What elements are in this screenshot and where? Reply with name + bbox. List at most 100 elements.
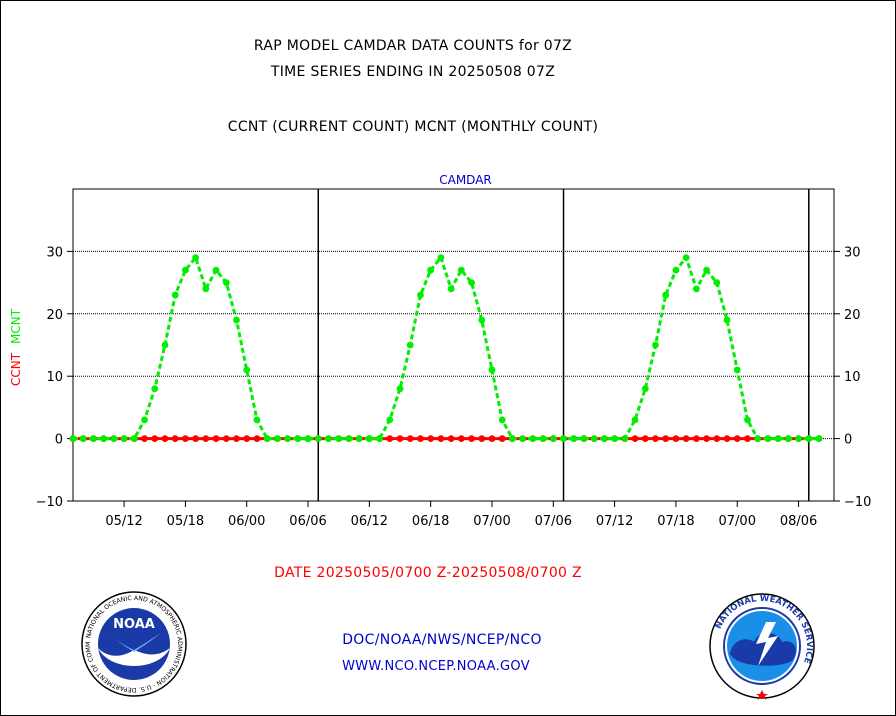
point-mcnt [171,291,179,299]
point-mcnt [815,435,823,442]
point-mcnt [713,279,721,286]
point-ccnt [682,435,690,442]
date-range-label: DATE 20250505/0700 Z-20250508/0700 Z [274,565,582,581]
point-mcnt [672,266,680,274]
y-tick-label-right: 10 [844,370,861,385]
x-tick-label: 06/18 [412,514,449,529]
point-mcnt [427,266,435,274]
point-mcnt [273,435,281,442]
plot-frame [72,188,835,502]
point-ccnt [733,435,741,442]
point-mcnt [437,254,445,262]
nws-logo: NATIONAL WEATHER SERVICE [709,593,815,700]
point-mcnt [498,416,506,424]
point-ccnt [212,435,220,442]
point-mcnt [79,435,87,442]
y-axis-label-ccnt: CCNT [9,352,23,386]
point-mcnt [151,385,159,393]
x-tick-label: 07/00 [719,514,756,529]
point-mcnt [417,291,424,299]
point-mcnt [212,266,220,274]
point-mcnt [243,366,251,374]
point-mcnt [519,435,527,442]
point-mcnt [253,416,261,424]
point-mcnt [488,366,496,374]
point-mcnt [784,435,792,442]
point-mcnt [304,435,312,442]
y-tick-label-right: −10 [844,495,871,510]
point-ccnt [641,435,649,442]
point-ccnt [243,435,251,442]
point-mcnt [611,435,619,442]
point-mcnt [560,435,567,442]
point-ccnt [222,435,230,442]
noaa-logo: NOAA NATIONAL OCEANIC AND ATMOSPHERIC AD… [80,590,187,697]
point-ccnt [192,435,200,442]
point-ccnt [151,435,159,442]
point-mcnt [631,416,639,424]
point-mcnt [263,435,271,442]
y-axis-label-mcnt: MCNT [9,308,23,344]
y-tick-label-left: −10 [36,495,63,510]
point-mcnt [600,435,608,442]
point-mcnt [529,435,537,442]
point-mcnt [90,435,97,442]
point-ccnt [447,435,455,442]
point-mcnt [447,285,455,293]
y-tick-label-left: 0 [55,433,63,448]
chart-title-line2: TIME SERIES ENDING IN 20250508 07Z [270,64,556,80]
point-mcnt [130,435,138,442]
x-tick-label: 06/06 [289,514,326,529]
point-mcnt [314,435,322,442]
x-tick-label: 08/06 [780,514,817,529]
point-ccnt [662,435,670,442]
point-ccnt [161,435,169,442]
point-mcnt [457,266,465,274]
x-tick-label: 05/12 [105,514,142,529]
point-ccnt [253,435,261,442]
point-ccnt [723,435,731,442]
x-tick-label: 07/06 [535,514,572,529]
point-mcnt [294,435,302,442]
point-mcnt [182,266,189,274]
point-mcnt [662,291,670,299]
point-mcnt [192,254,200,262]
point-mcnt [580,435,588,442]
point-mcnt [284,435,292,442]
point-ccnt [488,435,496,442]
panel-title: CAMDAR [439,173,492,187]
point-mcnt [396,385,404,393]
y-tick-label-left: 10 [46,370,63,385]
point-mcnt [365,435,373,442]
point-mcnt [539,435,547,442]
svg-text:NOAA: NOAA [113,617,155,632]
point-ccnt [396,435,404,442]
point-mcnt [744,416,751,424]
series-line-mcnt [73,254,819,441]
y-tick-label-left: 30 [46,245,63,260]
point-mcnt [703,266,710,274]
point-ccnt [498,435,506,442]
point-mcnt [468,279,475,286]
point-mcnt [774,435,782,442]
point-ccnt [478,435,486,442]
point-mcnt [641,385,649,393]
org-line: DOC/NOAA/NWS/NCEP/NCO [342,632,542,648]
point-mcnt [345,435,353,442]
x-tick-label: 07/12 [596,514,633,529]
point-ccnt [171,435,179,442]
point-mcnt [376,435,383,442]
x-tick-label: 05/18 [167,514,204,529]
point-ccnt [457,435,465,442]
y-tick-label-left: 20 [46,308,63,323]
point-mcnt [386,416,394,424]
point-mcnt [110,435,118,442]
y-tick-label-right: 0 [844,433,852,448]
chart-title-line1: RAP MODEL CAMDAR DATA COUNTS for 07Z [253,38,573,54]
x-tick-label: 07/00 [473,514,510,529]
point-mcnt [355,435,363,442]
point-mcnt [325,435,332,442]
point-mcnt [120,435,128,442]
point-mcnt [754,435,762,442]
point-ccnt [182,435,189,442]
